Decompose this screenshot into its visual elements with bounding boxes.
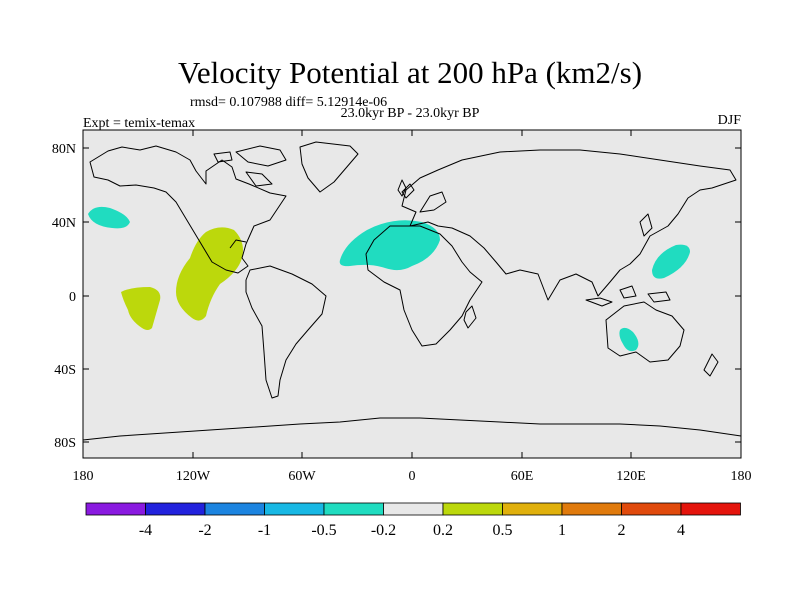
north-america-coastline	[89, 145, 287, 274]
colorbar-box	[442, 502, 503, 516]
colorbar-label: 2	[618, 522, 626, 539]
madagascar-coastline	[463, 305, 477, 329]
antarctica-coastline	[82, 417, 742, 441]
colorbar-box	[502, 502, 563, 516]
period-label: 23.0kyr BP - 23.0kyr BP	[341, 106, 480, 121]
lat-tick-label: 0	[69, 290, 76, 305]
colorbar-box	[323, 502, 384, 516]
british-isles-coastline	[397, 179, 407, 197]
figure-title: Velocity Potential at 200 hPa (km2/s)	[178, 55, 642, 90]
coastlines	[82, 141, 742, 441]
colorbar-box	[145, 502, 206, 516]
australia-negative-anomaly	[619, 327, 639, 352]
latitude-tick-labels: 80N 40N 0 40S 80S	[52, 142, 76, 451]
central-pacific-positive-anomaly	[121, 287, 161, 330]
lon-tick-label: 60W	[288, 469, 316, 484]
lon-tick-label: 180	[73, 469, 94, 484]
north-africa-negative-anomaly	[339, 220, 440, 271]
lon-tick-label: 180	[731, 469, 752, 484]
colorbar-box	[621, 502, 682, 516]
colorbar-box	[264, 502, 325, 516]
colorbar	[85, 502, 741, 516]
western-pacific-negative-anomaly	[652, 244, 690, 279]
gulf-of-mexico-coast	[229, 239, 247, 249]
eurasia-coastline	[401, 149, 737, 301]
lon-tick-label: 120E	[616, 469, 646, 484]
lat-tick-label: 40N	[52, 216, 76, 231]
indonesia-coastline	[585, 285, 671, 307]
eastern-pacific-positive-anomaly	[176, 227, 243, 321]
colorbar-label: -2	[198, 522, 211, 539]
colorbar-box	[383, 502, 444, 516]
colorbar-box	[85, 502, 146, 516]
colorbar-label: 0.2	[433, 522, 453, 539]
africa-coastline	[365, 225, 483, 347]
colorbar-label: -0.2	[371, 522, 396, 539]
central-north-pacific-negative-anomaly	[88, 206, 130, 229]
lon-tick-label: 0	[409, 469, 416, 484]
arctic-islands	[213, 145, 287, 187]
colorbar-box	[204, 502, 265, 516]
lon-tick-label: 120W	[176, 469, 211, 484]
greenland-coastline	[299, 141, 359, 193]
stats-label: rmsd= 0.107988 diff= 5.12914e-06	[190, 95, 387, 110]
colorbar-label: 4	[677, 522, 685, 539]
new-zealand-coastline	[703, 353, 719, 377]
colorbar-label: -4	[139, 522, 152, 539]
colorbar-box	[680, 502, 741, 516]
colorbar-labels: -4 -2 -1 -0.5 -0.2 0.2 0.5 1 2 4	[139, 522, 685, 539]
lat-tick-label: 80S	[54, 436, 76, 451]
colorbar-label: -1	[258, 522, 271, 539]
colorbar-label: 0.5	[493, 522, 513, 539]
colorbar-label: -0.5	[311, 522, 336, 539]
japan-coastline	[639, 213, 653, 237]
lat-tick-label: 80N	[52, 142, 76, 157]
longitude-tick-labels: 180 120W 60W 0 60E 120E 180	[73, 469, 752, 484]
australia-coastline	[605, 301, 685, 363]
lon-tick-label: 60E	[511, 469, 534, 484]
map-frame	[82, 129, 742, 459]
experiment-label: Expt = temix-temax	[83, 116, 195, 131]
anomaly-regions	[88, 206, 690, 352]
lat-tick-label: 40S	[54, 363, 76, 378]
south-america-coastline	[245, 265, 327, 399]
colorbar-label: 1	[558, 522, 566, 539]
colorbar-box	[561, 502, 622, 516]
season-label: DJF	[718, 113, 742, 128]
